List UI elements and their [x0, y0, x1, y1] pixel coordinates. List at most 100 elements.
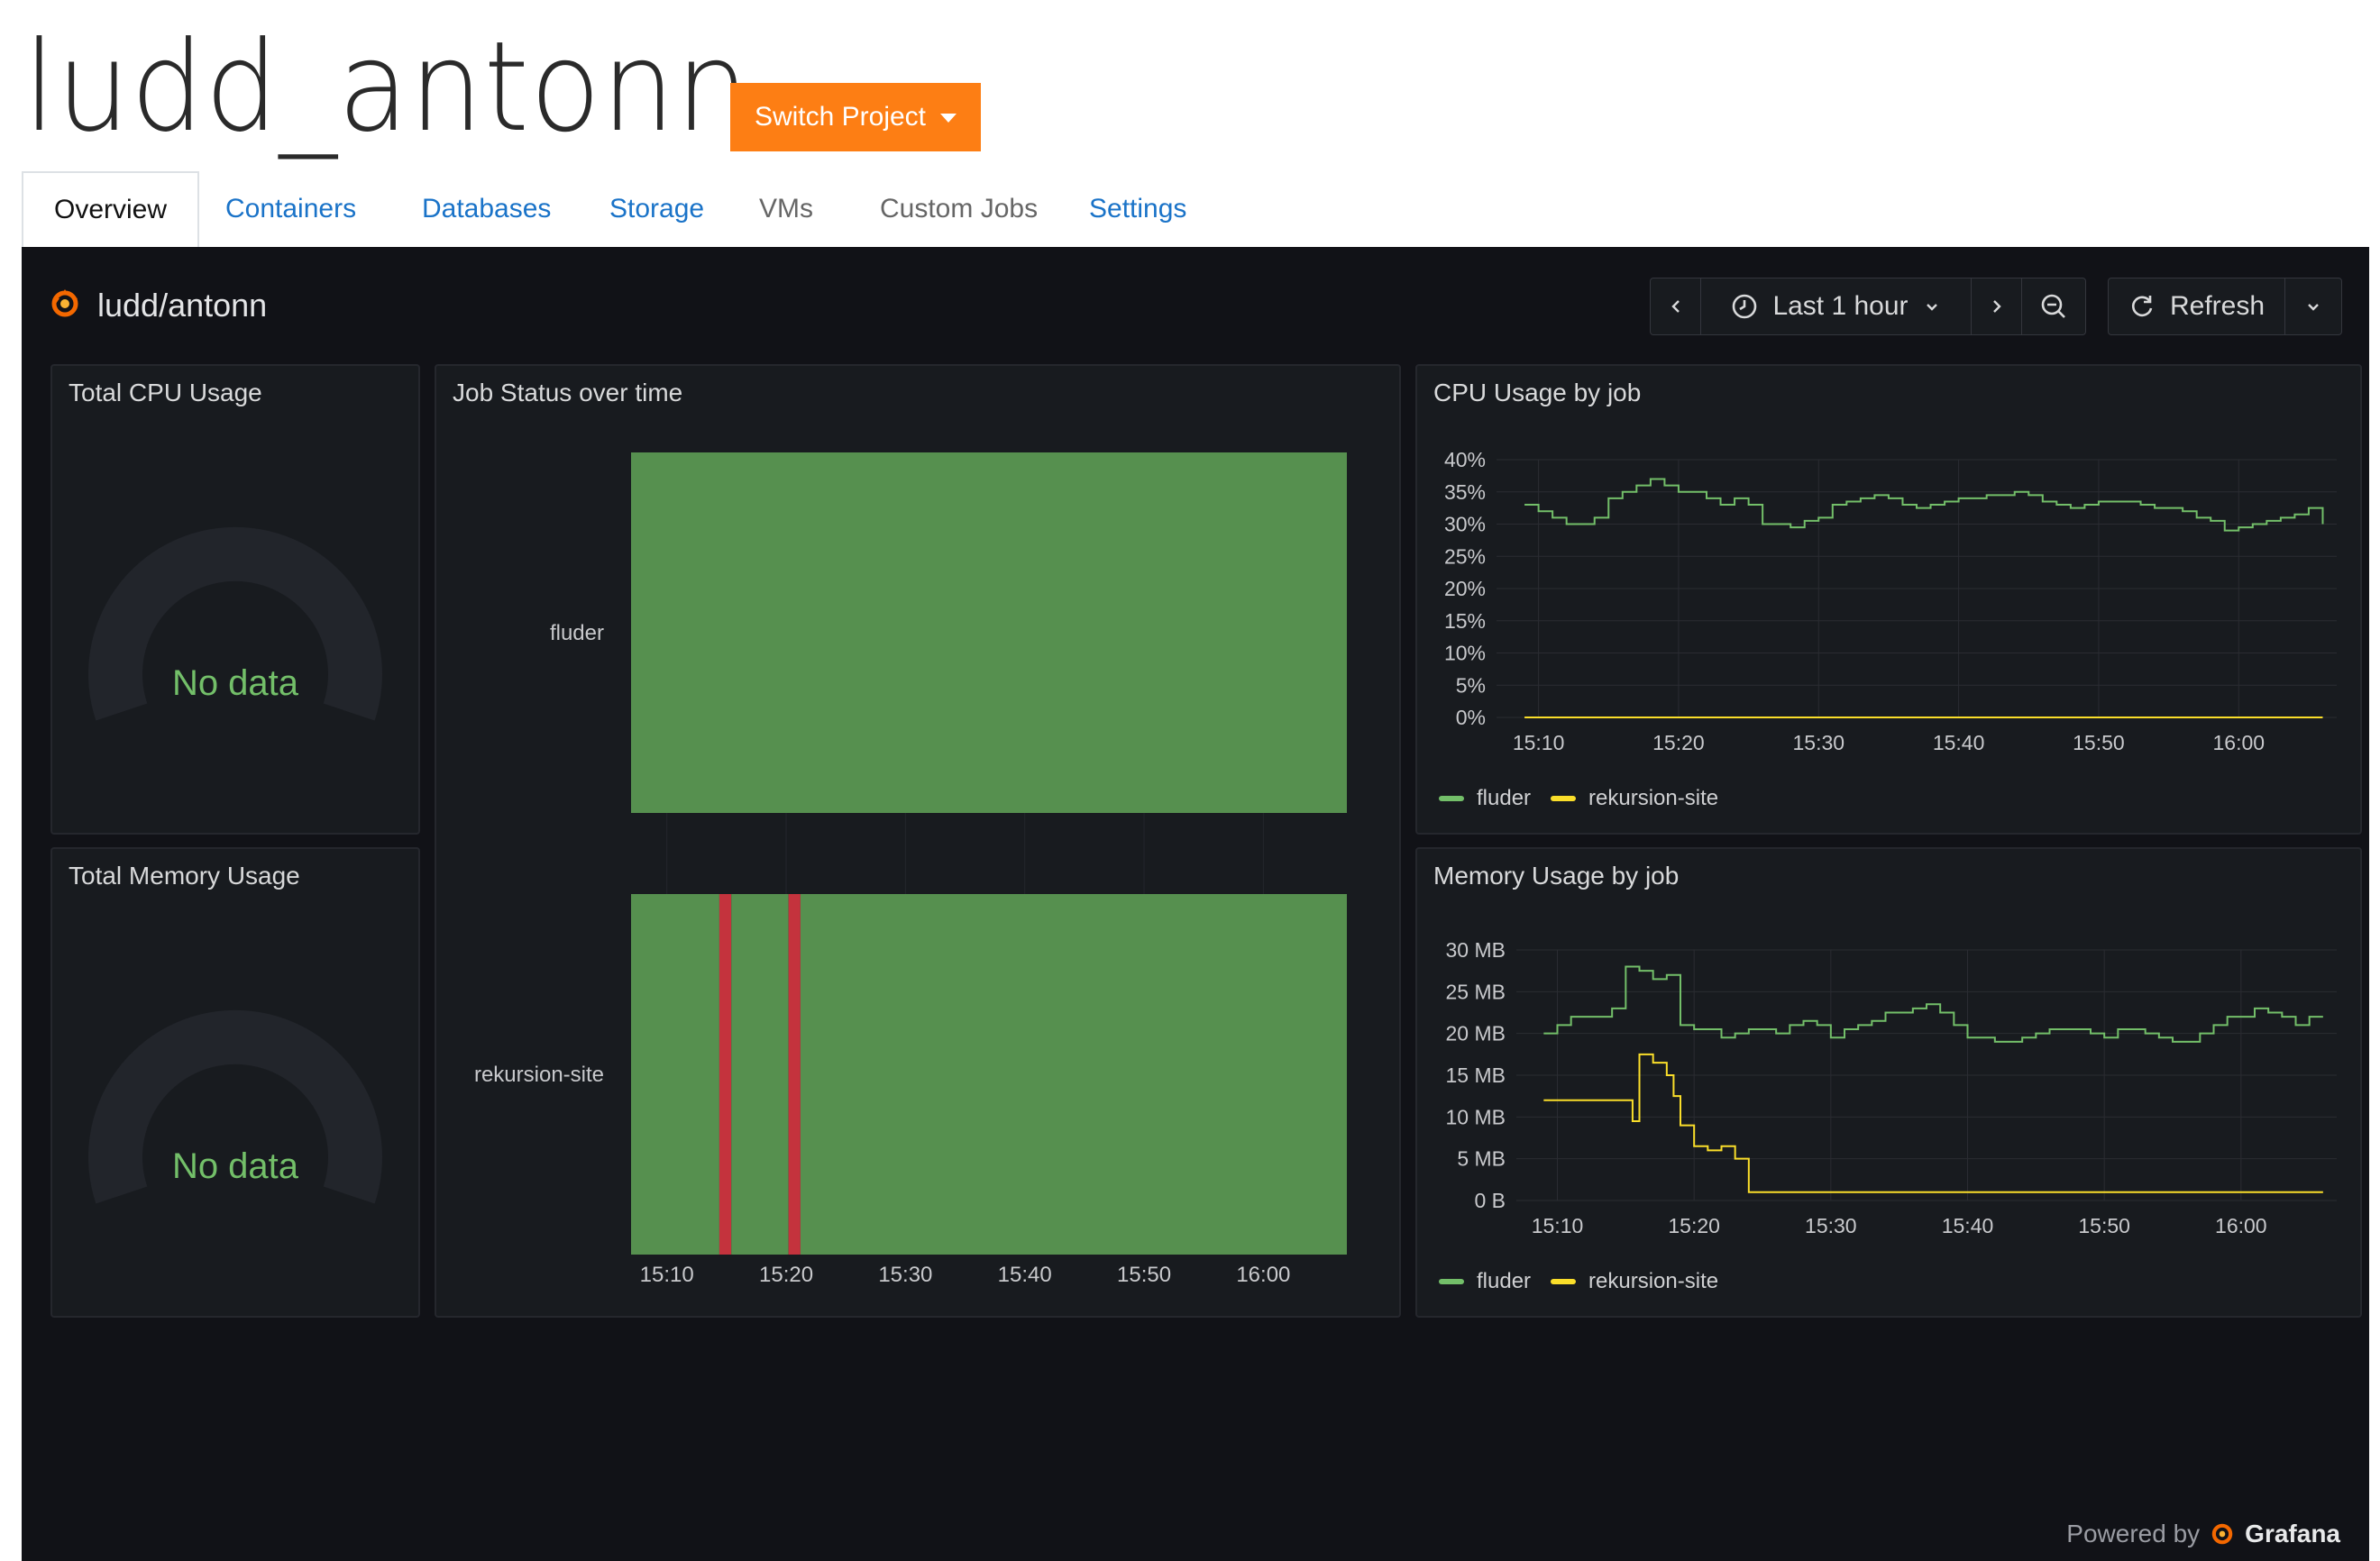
- tab-storage[interactable]: Storage: [609, 194, 705, 224]
- x-tick-label: 16:00: [2215, 1214, 2267, 1237]
- panel-title: Memory Usage by job: [1433, 862, 1680, 890]
- y-tick-label: 40%: [1444, 448, 1486, 471]
- cpu-line-chart: 0% 5% 10% 15% 20% 25% 30% 35% 40% 15:10 15:20 15:30…: [1444, 448, 2337, 754]
- x-tick-label: 15:30: [1805, 1214, 1857, 1237]
- gauge-icon: [88, 1009, 382, 1204]
- x-tick-label: 15:40: [1933, 731, 1985, 754]
- y-tick-label: 5%: [1456, 673, 1486, 697]
- series-line-fluder: [1524, 478, 2324, 532]
- legend-swatch: [1551, 796, 1577, 801]
- state-timeline-chart: fluder rekursion-site 15:10 15:20 15:30 15:40…: [474, 452, 1347, 1287]
- tab-databases[interactable]: Databases: [422, 194, 552, 224]
- panel-title: Total CPU Usage: [69, 379, 262, 406]
- x-tick-label: 15:40: [998, 1263, 1052, 1287]
- panel-total-memory[interactable]: Total Memory Usage No data: [50, 847, 420, 1318]
- grafana-logo-icon: [2211, 1523, 2233, 1545]
- x-tick-label: 15:20: [1668, 1214, 1720, 1237]
- time-range-group: Last 1 hour: [1650, 278, 2086, 335]
- chevron-right-icon: [1992, 300, 2001, 313]
- chart-legend: fluder rekursion-site: [1439, 786, 1718, 811]
- y-tick-label: 10%: [1444, 642, 1486, 665]
- chevron-down-icon: [2308, 304, 2319, 311]
- caret-down-icon: [940, 114, 957, 123]
- x-tick-label: 15:50: [1117, 1263, 1171, 1287]
- time-range-picker[interactable]: Last 1 hour: [1701, 278, 1972, 334]
- series-line-fluder: [1543, 965, 2323, 1043]
- state-segment-fail: [719, 894, 732, 1255]
- page-header: ludd_antonn Switch Project: [0, 0, 2380, 171]
- row-label: fluder: [550, 621, 604, 645]
- row-label: rekursion-site: [474, 1063, 604, 1087]
- x-tick-label: 15:30: [878, 1263, 932, 1287]
- y-tick-label: 15%: [1444, 609, 1486, 633]
- no-data-text: No data: [171, 1146, 299, 1186]
- chevron-down-icon: [1926, 304, 1937, 311]
- legend-label: fluder: [1477, 1269, 1532, 1293]
- zoom-out-icon: [2041, 294, 2065, 318]
- no-data-text: No data: [171, 663, 299, 703]
- switch-project-button[interactable]: Switch Project: [730, 83, 981, 151]
- y-tick-label: 0 B: [1474, 1189, 1506, 1212]
- panel-job-status[interactable]: Job Status over time fluder rekursion-sit…: [435, 364, 1401, 1318]
- clock-icon: [1733, 294, 1757, 319]
- x-tick-label: 15:30: [1792, 731, 1844, 754]
- x-tick-label: 15:40: [1942, 1214, 1994, 1237]
- tab-vms[interactable]: VMs: [759, 194, 813, 224]
- x-tick-label: 15:10: [1513, 731, 1565, 754]
- time-back-button[interactable]: [1651, 278, 1701, 334]
- x-tick-label: 15:50: [2073, 731, 2125, 754]
- powered-by: Powered by Grafana: [2066, 1520, 2340, 1548]
- legend-label: rekursion-site: [1588, 1269, 1719, 1293]
- refresh-interval-dropdown[interactable]: [2285, 278, 2341, 334]
- grafana-logo-icon: [49, 288, 81, 324]
- tab-custom-jobs[interactable]: Custom Jobs: [880, 194, 1039, 224]
- refresh-button[interactable]: Refresh: [2109, 278, 2285, 334]
- legend-swatch: [1439, 796, 1464, 801]
- tab-overview[interactable]: Overview: [22, 171, 200, 247]
- x-tick-label: 15:50: [2078, 1214, 2130, 1237]
- x-tick-label: 15:10: [1532, 1214, 1584, 1237]
- panel-memory-by-job[interactable]: Memory Usage by job 0 B 5 MB 10 MB 15 MB 20 …: [1415, 847, 2362, 1318]
- refresh-label: Refresh: [2169, 291, 2266, 321]
- tab-settings[interactable]: Settings: [1089, 194, 1187, 224]
- legend-item-rekursion-site[interactable]: rekursion-site: [1551, 786, 1718, 811]
- panel-title: Total Memory Usage: [69, 862, 300, 890]
- panel-cpu-by-job[interactable]: CPU Usage by job 0% 5% 10% 15% 20% 25% 30% 35% 4…: [1415, 364, 2362, 835]
- series-line-rekursion-site: [1543, 1053, 2323, 1193]
- state-segment-fail: [788, 894, 801, 1255]
- refresh-group: Refresh: [2108, 278, 2342, 335]
- legend-item-rekursion-site[interactable]: rekursion-site: [1551, 1269, 1718, 1294]
- y-tick-label: 20 MB: [1446, 1022, 1506, 1045]
- x-tick-label: 16:00: [2212, 731, 2265, 754]
- y-tick-label: 30%: [1444, 513, 1486, 536]
- chevron-left-icon: [1671, 300, 1680, 313]
- state-segment-ok: [631, 452, 1347, 813]
- panel-total-cpu[interactable]: Total CPU Usage No data: [50, 364, 420, 835]
- switch-project-label: Switch Project: [754, 102, 927, 132]
- project-title: ludd_antonn: [23, 14, 750, 160]
- legend-item-fluder[interactable]: fluder: [1439, 786, 1531, 811]
- refresh-toolbar: Refresh: [2108, 278, 2342, 335]
- powered-by-brand: Grafana: [2245, 1520, 2340, 1547]
- powered-by-text: Powered by: [2066, 1520, 2201, 1547]
- tab-containers[interactable]: Containers: [225, 194, 357, 224]
- x-tick-label: 15:20: [1652, 731, 1705, 754]
- legend-item-fluder[interactable]: fluder: [1439, 1269, 1531, 1294]
- x-tick-label: 16:00: [1236, 1263, 1290, 1287]
- time-forward-button[interactable]: [1972, 278, 2022, 334]
- state-segment-ok: [631, 894, 719, 1255]
- zoom-out-button[interactable]: [2022, 278, 2085, 334]
- dashboard-title-text: ludd/antonn: [97, 287, 268, 324]
- legend-label: rekursion-site: [1588, 786, 1719, 810]
- y-tick-label: 25 MB: [1446, 980, 1506, 1003]
- y-tick-label: 20%: [1444, 577, 1486, 600]
- gauge-icon: [88, 526, 382, 721]
- time-range-label: Last 1 hour: [1772, 291, 1909, 321]
- state-segment-ok: [731, 894, 789, 1255]
- memory-line-chart: 0 B 5 MB 10 MB 15 MB 20 MB 25 MB 30 MB 15:10 15:…: [1446, 938, 2337, 1237]
- y-tick-label: 30 MB: [1446, 938, 1506, 962]
- y-tick-label: 5 MB: [1457, 1147, 1506, 1171]
- legend-label: fluder: [1477, 786, 1532, 810]
- state-segment-ok: [800, 894, 1347, 1255]
- panel-title: Job Status over time: [453, 379, 683, 406]
